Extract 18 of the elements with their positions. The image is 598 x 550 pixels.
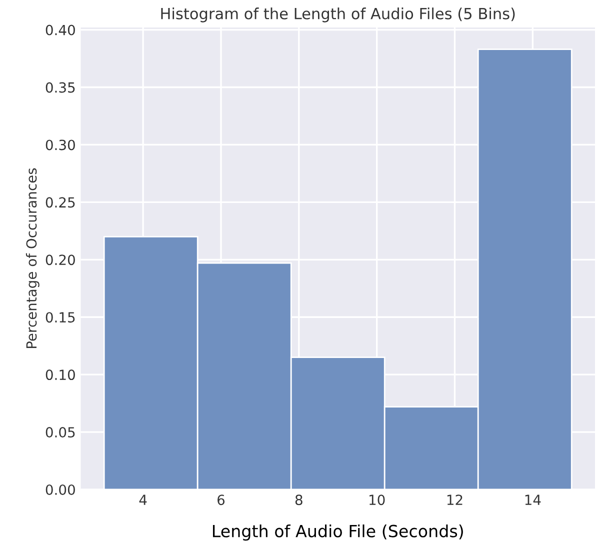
- x-axis-title: Length of Audio File (Seconds): [212, 524, 463, 541]
- y-tick-label: 0.20: [46, 254, 75, 266]
- chart-title: Histogram of the Length of Audio Files (5 Bins): [161, 8, 515, 22]
- y-tick-label: 0.40: [46, 24, 75, 36]
- x-tick-label: 12: [447, 494, 462, 505]
- y-tick-label: 0.30: [46, 140, 75, 150]
- y-tick-label: 0.10: [46, 370, 75, 380]
- y-tick-label: 0.05: [46, 427, 75, 438]
- x-tick-label: 6: [218, 494, 225, 506]
- y-axis-title: Percentage of Occurances: [26, 168, 40, 348]
- x-tick-label: 4: [139, 494, 147, 505]
- x-tick-label: 8: [295, 494, 302, 506]
- y-tick-label: 0.35: [46, 82, 75, 93]
- x-tick-label: 10: [370, 494, 385, 506]
- x-tick-label: 14: [525, 494, 541, 505]
- y-tick-label: 0.15: [46, 312, 75, 323]
- y-tick-label: 0.00: [46, 484, 75, 495]
- y-tick-label: 0.25: [46, 197, 75, 208]
